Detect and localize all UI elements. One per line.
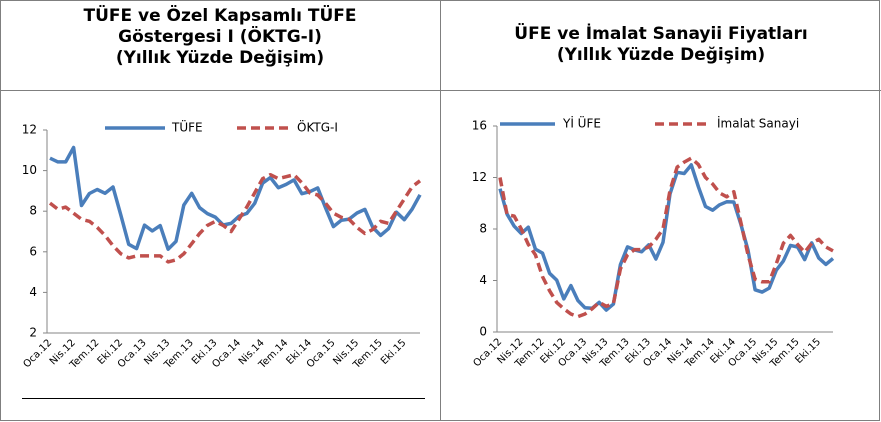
panel-title-block: TÜFE ve Özel Kapsamlı TÜFE Göstergesi I … (60, 6, 380, 69)
x-tick-label: Oca.12 (21, 337, 54, 370)
y-tick-label: 2 (29, 326, 37, 340)
y-tick-label: 16 (472, 119, 487, 133)
legend-label: Yİ ÜFE (562, 115, 601, 131)
y-tick-label: 8 (29, 204, 37, 218)
x-tick-label: Eki.15 (379, 337, 409, 367)
y-tick-label: 6 (29, 244, 37, 258)
legend-label: ÖKTG-I (297, 119, 338, 135)
chart-title: ÜFE ve İmalat Sanayii Fiyatları (514, 24, 808, 44)
series-line (49, 145, 422, 251)
y-tick-label: 8 (479, 222, 487, 236)
chart-subtitle: (Yıllık Yüzde Değişim) (556, 45, 766, 65)
chart-title: TÜFE ve Özel Kapsamlı TÜFE Göstergesi I … (83, 6, 357, 47)
chart-subtitle: (Yıllık Yüzde Değişim) (115, 48, 325, 68)
panel-title-block: ÜFE ve İmalat Sanayii Fiyatları (Yıllık … (470, 24, 852, 66)
series-line (498, 156, 834, 319)
legend-label: İmalat Sanayi (717, 116, 799, 131)
series-line (498, 163, 835, 312)
y-tick-label: 0 (479, 325, 487, 339)
legend-label: TÜFE (171, 119, 203, 135)
y-tick-label: 10 (22, 163, 37, 177)
x-tick-label: Oca.12 (471, 336, 504, 369)
y-tick-label: 12 (22, 123, 37, 137)
y-tick-label: 12 (472, 170, 487, 184)
series-line (48, 172, 422, 264)
y-tick-label: 4 (479, 273, 487, 287)
y-tick-label: 4 (29, 285, 37, 299)
